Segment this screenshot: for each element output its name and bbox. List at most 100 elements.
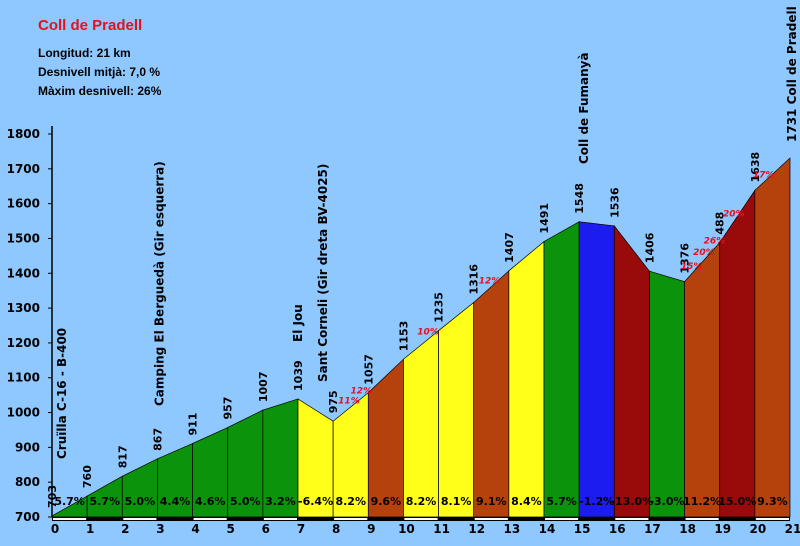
km-stripe [123, 518, 157, 520]
x-tick-label: 19 [714, 522, 731, 536]
profile-segment-km-15 [578, 221, 615, 518]
steep-pitch-label: 17% [753, 170, 775, 180]
altitude-label: 817 [116, 445, 129, 468]
y-tick-label: 700 [15, 510, 40, 524]
km-stripe [685, 518, 719, 520]
steep-pitch-label: 15% [681, 262, 703, 272]
segment-gradient-label: -13.0% [610, 495, 653, 508]
y-tick-label: 1800 [7, 127, 40, 141]
x-tick-label: 6 [262, 522, 270, 536]
altitude-label: 760 [81, 465, 94, 488]
y-tick-label: 1400 [7, 266, 40, 280]
altitude-label: 703 [46, 485, 59, 508]
y-tick-label: 1200 [7, 336, 40, 350]
km-stripe [193, 518, 227, 520]
segment-gradient-label: 5.0% [125, 495, 156, 508]
y-tick-label: 1700 [7, 162, 40, 176]
place-label: Coll de Fumanyà [577, 52, 591, 164]
altitude-label: 1407 [503, 232, 516, 263]
x-tick-label: 9 [367, 522, 375, 536]
altitude-label: 1039 [292, 360, 305, 391]
steep-pitch-label: 12% [479, 276, 501, 286]
x-tick-label: 11 [433, 522, 450, 536]
profile-segment-km-14 [543, 221, 580, 518]
x-tick-label: 2 [121, 522, 129, 536]
segment-gradient-label: 8.2% [335, 495, 366, 508]
segment-gradient-label: -3.0% [649, 495, 684, 508]
km-stripe [404, 518, 438, 520]
km-stripe [755, 518, 789, 520]
x-tick-label: 12 [468, 522, 485, 536]
x-tick-label: 17 [644, 522, 661, 536]
altitude-label: 1548 [573, 183, 586, 214]
chart-axes: 7008009001000110012001300140015001600170… [7, 126, 800, 536]
x-tick-label: 0 [51, 522, 59, 536]
x-tick-label: 10 [398, 522, 415, 536]
x-tick-label: 16 [609, 522, 626, 536]
altitude-label: 975 [327, 390, 340, 413]
x-tick-label: 15 [574, 522, 591, 536]
altitude-label: 867 [151, 428, 164, 451]
altitude-label: 488 [714, 212, 727, 235]
segment-gradient-label: 5.7% [546, 495, 577, 508]
km-stripe [615, 518, 649, 520]
x-tick-label: 1 [86, 522, 94, 536]
y-tick-label: 1000 [7, 406, 40, 420]
segment-gradient-label: -1.2% [579, 495, 614, 508]
y-tick-label: 800 [15, 475, 40, 489]
place-label: Camping El Berguedà (Gir esquerra) [152, 161, 166, 406]
altitude-label: 911 [187, 413, 200, 436]
place-label: Sant Corneli (Gir dreta BV-4025) [316, 164, 330, 382]
segment-gradient-label: 11.2% [683, 495, 721, 508]
segment-gradient-label: 9.3% [757, 495, 788, 508]
segment-gradient-label: 4.6% [195, 495, 226, 508]
y-tick-label: 1500 [7, 231, 40, 245]
x-tick-label: 5 [227, 522, 235, 536]
altitude-label: 1007 [257, 371, 270, 402]
km-stripe [545, 518, 579, 520]
y-tick-label: 1600 [7, 197, 40, 211]
steep-pitch-label: 20% [723, 210, 745, 220]
steep-pitch-label: 20% [693, 248, 715, 258]
altitude-label: 1057 [362, 354, 375, 385]
km-stripe [474, 518, 508, 520]
profile-segment-km-12 [473, 270, 510, 518]
segment-gradient-label: 5.0% [230, 495, 261, 508]
profile-segment-km-17 [649, 270, 685, 518]
segment-gradient-label: 5.7% [89, 495, 120, 508]
place-label: 1731 Coll de Pradell [785, 6, 799, 142]
segment-gradient-label: 8.4% [511, 495, 542, 508]
altitude-label: 1235 [433, 292, 446, 323]
steep-pitch-label: 11% [338, 396, 360, 406]
km-stripe [263, 518, 297, 520]
x-tick-label: 8 [332, 522, 340, 536]
profile-segment-km-10 [403, 329, 439, 518]
x-tick-label: 3 [156, 522, 164, 536]
x-tick-label: 4 [191, 522, 199, 536]
x-tick-label: 7 [297, 522, 305, 536]
km-stripe [334, 518, 368, 520]
y-tick-label: 900 [15, 440, 40, 454]
info-max-gradient: Màxim desnivell: 26% [38, 84, 162, 98]
profile-segment-km-18 [684, 241, 721, 518]
x-tick-label: 13 [504, 522, 521, 536]
segment-gradient-label: 3.2% [265, 495, 296, 508]
altitude-label: 957 [222, 397, 235, 420]
segment-gradient-label: 9.6% [371, 495, 402, 508]
chart-header: Coll de Pradell Longitud: 21 km Desnivel… [38, 17, 162, 98]
place-label: El Jou [291, 304, 305, 342]
info-average-gradient: Desnivell mitjà: 7,0 % [38, 65, 160, 79]
km-stripe [53, 518, 87, 520]
segment-gradient-label: 4.4% [160, 495, 191, 508]
altitude-label: 1316 [468, 264, 481, 295]
altitude-label: 1376 [679, 243, 692, 274]
segment-gradient-label: 8.1% [441, 495, 472, 508]
altitude-label: 1491 [538, 203, 551, 234]
segment-gradient-label: 8.2% [406, 495, 437, 508]
segment-gradient-label: 15.0% [718, 495, 756, 508]
segment-gradient-label: 5.7% [54, 495, 85, 508]
profile-segment-km-16 [613, 224, 650, 518]
chart-title: Coll de Pradell [38, 17, 142, 34]
chart-labels: 5.7% 5.7% 5.0% 4.4% 4.6% 5.0% 3.2% -6.4% 8.2% 9.6… [46, 6, 799, 508]
place-label: Cruïlla C-16 - B-400 [55, 328, 69, 459]
